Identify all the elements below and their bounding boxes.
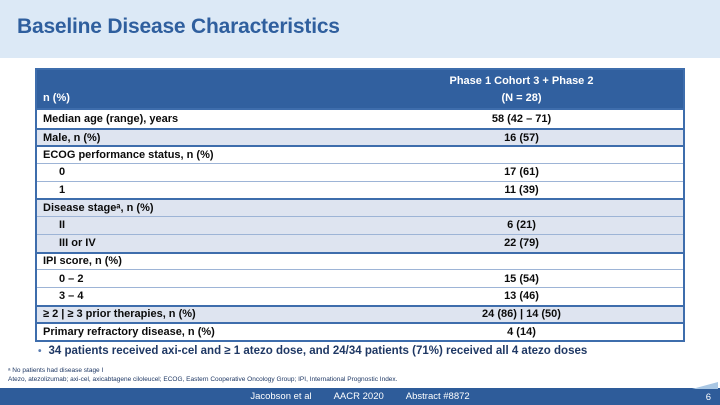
table-row: 0 – 2 15 (54)	[37, 269, 683, 287]
table-row: Primary refractory disease, n (%) 4 (14)	[37, 322, 683, 340]
table-header-cohort-line2: (N = 28)	[501, 92, 542, 105]
page-title: Baseline Disease Characteristics	[17, 15, 340, 38]
page-number: 6	[705, 392, 711, 403]
bullet-text: 34 patients received axi-cel and ≥ 1 ate…	[48, 345, 588, 357]
table-row: ≥ 2 | ≥ 3 prior therapies, n (%) 24 (86)…	[37, 304, 683, 323]
footnotes: ᵃ No patients had disease stage I Atezo,…	[8, 366, 708, 384]
page-curl-decoration	[692, 382, 718, 389]
footnote-abbreviations: Atezo, atezolizumab; axi-cel, axicabtage…	[8, 376, 398, 384]
table-header-left: n (%)	[43, 92, 70, 104]
footnote-stage: ᵃ No patients had disease stage I	[8, 367, 104, 374]
table-header-row: n (%) Phase 1 Cohort 3 + Phase 2 (N = 28…	[37, 70, 683, 110]
key-finding-bullet: • 34 patients received axi-cel and ≥ 1 a…	[38, 345, 698, 357]
table-row: III or IV 22 (79)	[37, 233, 683, 252]
footer-authors: Jacobson et al	[250, 391, 312, 402]
baseline-characteristics-table: n (%) Phase 1 Cohort 3 + Phase 2 (N = 28…	[35, 68, 685, 342]
table-row: IPI score, n (%)	[37, 251, 683, 270]
table-row: Male, n (%) 16 (57)	[37, 127, 683, 146]
footer-conference: AACR 2020	[333, 391, 384, 402]
bullet-icon: •	[38, 346, 42, 357]
table-row: 1 11 (39)	[37, 180, 683, 199]
table-row: 0 17 (61)	[37, 163, 683, 181]
table-row: Disease stageᵃ, n (%)	[37, 198, 683, 217]
table-row: 3 – 4 13 (46)	[37, 286, 683, 305]
table-row: ECOG performance status, n (%)	[37, 145, 683, 164]
table-header-cohort-line1: Phase 1 Cohort 3 + Phase 2	[449, 75, 594, 87]
footer-abstract: Abstract #8872	[405, 391, 470, 402]
title-band: Baseline Disease Characteristics	[0, 0, 720, 58]
footer-bar: Jacobson et al AACR 2020 Abstract #8872	[0, 388, 720, 405]
table-header-cohort: Phase 1 Cohort 3 + Phase 2 (N = 28)	[360, 70, 683, 108]
table-row: II 6 (21)	[37, 216, 683, 234]
table-row: Median age (range), years 58 (42 – 71)	[37, 110, 683, 128]
